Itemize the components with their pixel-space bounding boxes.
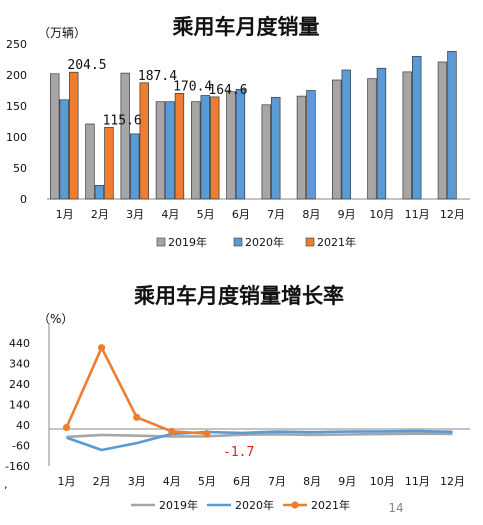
line-y-tick-label: 340 [9,358,30,371]
line-chart-unit-label: （%） [38,312,73,326]
bar-2020年-1月 [59,99,69,200]
bar-2019年-10月 [367,78,377,200]
bar-legend-swatch [305,237,315,247]
line-x-tick-label: 1月 [58,475,76,488]
bar-2019年-9月 [332,79,342,200]
line-chart-title: 乘用车月度销量增长率 [133,284,344,308]
line-x-tick-label: 6月 [233,475,251,488]
bar-x-tick-label: 9月 [338,208,356,221]
stray-comma: , [4,478,8,491]
bar-x-tick-label: 4月 [161,208,179,221]
line-x-tick-label: 5月 [198,475,216,488]
line-x-tick-label: 2月 [93,475,111,488]
bar-y-tick-label: 200 [6,69,27,82]
sales-growth-line-chart: 乘用车月度销量增长率 （%） -160 -60 40 140 240 340 440 1月 2… [5,284,470,512]
line-y-tick-label: 40 [16,419,30,432]
bar-x-tick-label: 2月 [91,208,109,221]
growth-annotation-may-2021: -1.7 [223,445,254,460]
bar-x-tick-label: 3月 [126,208,144,221]
bar-x-tick-label: 11月 [405,208,430,221]
bar-legend-swatch [156,237,166,247]
line-x-tick-label: 10月 [370,475,395,488]
bar-2020年-6月 [235,88,246,200]
bar-x-tick-label: 12月 [440,208,465,221]
line-x-tick-label: 3月 [128,475,146,488]
line-x-tick-label: 4月 [163,475,181,488]
bar-y-tick-label: 100 [6,131,27,144]
line-x-tick-label: 9月 [338,475,356,488]
bar-2020年-4月 [165,101,175,200]
line-series-2019年 [66,432,453,439]
bar-2021年-2月 [104,126,114,200]
line-legend-marker [291,501,299,509]
line-x-tick-label: 11月 [405,475,430,488]
bar-2019年-1月 [50,73,60,200]
bar-2019年-2月 [85,123,95,200]
line-series-2020年 [66,429,453,452]
bar-y-tick-label: 50 [13,162,27,175]
bar-2020年-11月 [412,56,422,200]
bar-x-tick-label: 10月 [369,208,394,221]
bar-2019年-8月 [296,95,307,200]
page-number: 14 [388,501,403,515]
line-point-2021 [203,430,211,438]
line-legend-label: 2019年 [159,498,198,512]
bar-data-label: 187.4 [138,69,177,84]
line-x-tick-label: 8月 [303,475,321,488]
bar-x-tick-label: 7月 [267,208,285,221]
bar-2020年-8月 [306,90,316,200]
line-y-tick-label: 140 [9,399,30,412]
bar-data-label: 204.5 [67,58,106,73]
bar-y-tick-label: 0 [20,193,27,206]
bar-2019年-3月 [120,72,130,200]
line-y-tick-label: 440 [9,337,30,350]
bar-2019年-4月 [155,101,166,200]
bar-2020年-12月 [447,51,457,200]
bar-data-label: 164.6 [208,83,247,98]
bar-2019年-11月 [402,71,412,200]
line-y-tick-label: -160 [5,460,30,473]
bar-2020年-10月 [376,67,387,200]
bar-x-tick-label: 8月 [302,208,320,221]
bar-chart-title: 乘用车月度销量 [172,15,320,39]
bar-2019年-6月 [226,91,236,200]
bar-2021年-3月 [139,82,149,200]
bar-2019年-5月 [191,101,201,200]
line-y-tick-label: -60 [12,440,30,453]
bar-2019年-7月 [261,104,271,200]
line-x-tick-label: 12月 [440,475,465,488]
bar-data-label: 170.4 [173,79,212,94]
bar-data-label: 115.6 [103,113,142,128]
bar-2020年-2月 [94,185,105,200]
bar-2020年-3月 [130,133,140,200]
bar-2021年-1月 [69,71,79,200]
bar-2020年-5月 [200,95,210,200]
bar-2020年-9月 [341,69,351,200]
bar-y-tick-label: 150 [6,100,27,113]
line-point-2021 [133,413,141,421]
bar-chart-unit-label: （万辆） [38,26,86,40]
line-legend-label: 2020年 [235,498,274,512]
bar-y-tick-label: 250 [6,38,27,51]
bar-legend-swatch [233,237,243,247]
line-point-2021 [98,344,106,352]
bar-2021年-5月 [210,96,220,200]
line-x-tick-label: 7月 [268,475,286,488]
bar-2019年-12月 [437,61,448,200]
line-point-2021 [168,427,176,435]
bar-2020年-7月 [271,96,281,200]
bar-legend-label: 2021年 [317,235,356,249]
bar-2021年-4月 [174,93,185,200]
bar-legend-label: 2020年 [245,235,284,249]
line-point-2021 [62,423,71,432]
bar-legend-label: 2019年 [168,235,207,249]
line-y-tick-label: 240 [9,378,30,391]
bar-x-tick-label: 5月 [197,208,215,221]
bar-x-tick-label: 6月 [232,208,250,221]
monthly-sales-bar-chart: 乘用车月度销量 （万辆） 0 50 100 150 200 250 1月 2月 3月 4月 5月 6… [6,15,470,249]
line-legend-label: 2021年 [311,498,350,512]
bar-x-tick-label: 1月 [56,208,74,221]
